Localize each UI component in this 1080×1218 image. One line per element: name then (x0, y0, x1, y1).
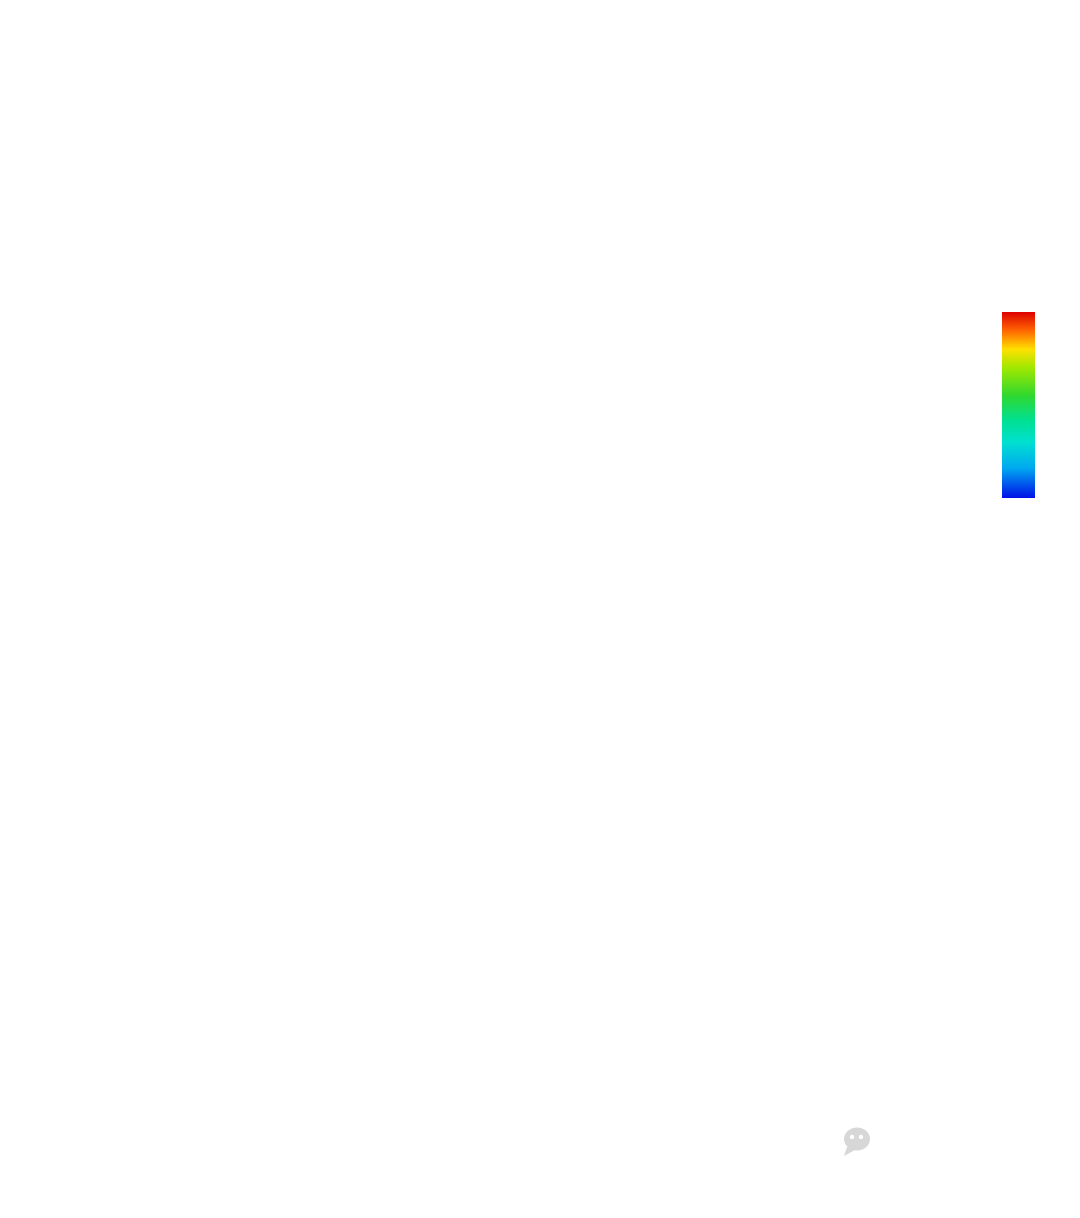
watermark-chat-icon (844, 1127, 870, 1156)
watermark (840, 1124, 876, 1160)
esp-colorbar (1002, 312, 1035, 498)
